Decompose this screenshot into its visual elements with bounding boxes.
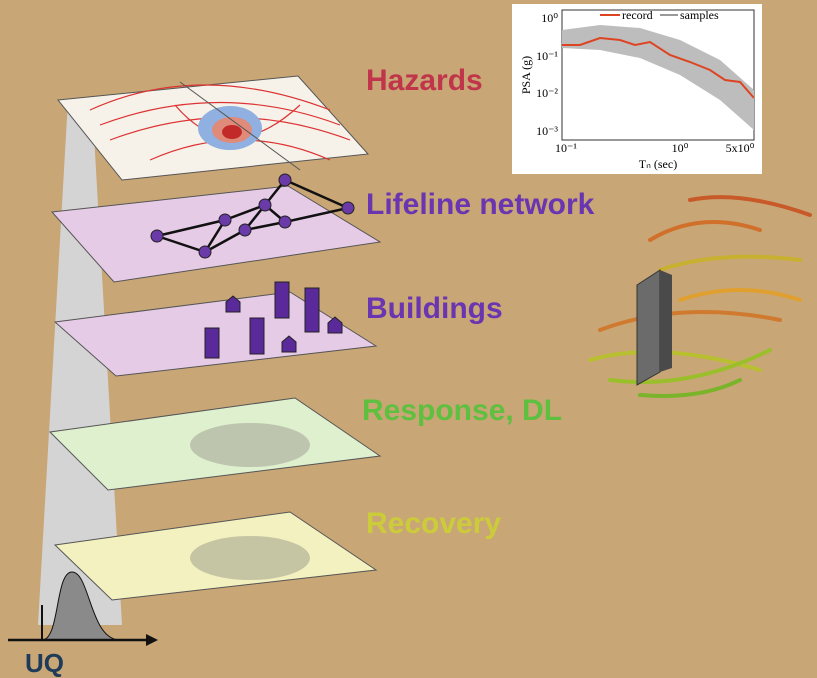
uq-cone [38, 100, 122, 625]
fault-line [179, 81, 301, 171]
hazard-core [222, 125, 242, 139]
city-map [190, 536, 310, 580]
x-tick-label: 10⁻¹ [555, 141, 577, 155]
inset-axes [561, 9, 755, 141]
x-axis-label: Tₙ (sec) [639, 157, 677, 171]
uq-arrow [146, 634, 158, 646]
layer-label: Buildings [366, 292, 503, 325]
legend-label: samples [680, 8, 719, 22]
layer-label: Response, DL [362, 394, 562, 427]
building-icons [204, 281, 343, 359]
y-tick-label: 10⁰ [541, 11, 558, 25]
y-axis-label: PSA (g) [519, 56, 533, 94]
legend-label: record [622, 8, 653, 22]
layer-label: Lifeline network [366, 188, 595, 221]
samples-band [562, 25, 754, 130]
x-tick-label: 5x10⁰ [726, 141, 755, 155]
simulated-building [660, 270, 672, 372]
record-line [562, 36, 755, 99]
network-nodes [150, 173, 355, 259]
layer-label: Recovery [366, 507, 501, 540]
wind-simulation [588, 195, 812, 398]
city-map [190, 423, 310, 467]
x-tick-label: 10⁰ [672, 141, 689, 155]
uq-distribution [41, 571, 121, 641]
layer-label: Hazards [366, 64, 483, 97]
uq-label: UQ [25, 648, 64, 678]
y-tick-label: 10⁻² [536, 86, 558, 100]
simulated-building [636, 269, 661, 386]
y-tick-label: 10⁻³ [536, 124, 558, 138]
y-tick-label: 10⁻¹ [536, 49, 558, 63]
